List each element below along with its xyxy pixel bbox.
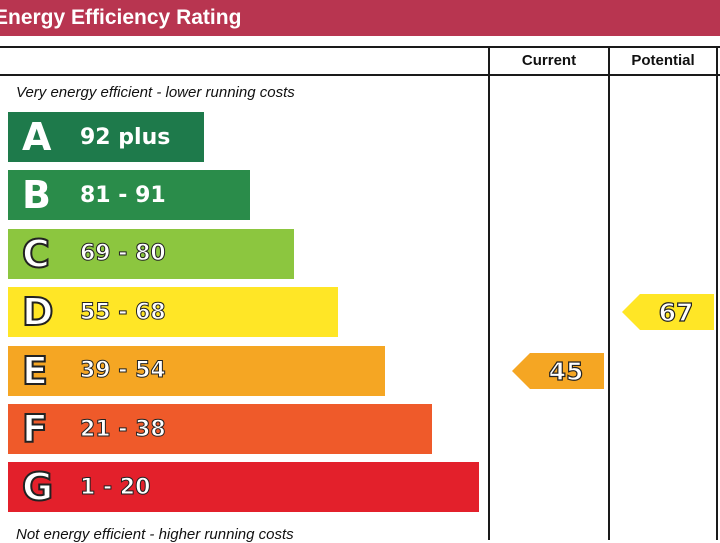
rating-band-f: F 21 - 38: [8, 404, 432, 454]
rating-band-e: E 39 - 54: [8, 345, 385, 396]
band-letter: B: [22, 173, 51, 218]
rating-band-c: C 69 - 80: [8, 228, 294, 279]
caption-efficient: Very energy efficient - lower running co…: [16, 84, 295, 101]
column-header-current: Current: [521, 52, 577, 69]
current-column-left-border: [488, 46, 490, 540]
band-letter: F: [21, 407, 49, 451]
table-top-border: [0, 46, 720, 48]
band-letter: G: [21, 465, 54, 510]
band-range: 1 - 20: [79, 474, 151, 500]
band-range: 55 - 68: [80, 299, 167, 325]
band-range: 69 - 80: [80, 241, 167, 267]
table-right-border: [716, 46, 718, 540]
potential-rating-arrow: 67: [622, 294, 714, 331]
rating-band-a: A 92 plus: [8, 112, 204, 162]
potential-rating-arrow-value: 67: [659, 298, 694, 327]
band-letter: D: [21, 290, 55, 335]
potential-column-left-border: [608, 46, 610, 540]
rating-band-b: B 81 - 91: [8, 170, 250, 221]
current-rating-arrow-value: 45: [549, 357, 584, 386]
band-range: 92 plus: [80, 124, 171, 150]
band-range: 39 - 54: [80, 358, 167, 384]
rating-band-d: D 55 - 68: [8, 287, 338, 338]
band-letter: E: [21, 348, 49, 393]
band-range: 81 - 91: [80, 182, 166, 208]
band-range: 21 - 38: [80, 416, 167, 442]
caption-inefficient: Not energy efficient - higher running co…: [16, 526, 294, 543]
header-row-divider: [0, 74, 720, 76]
current-rating-arrow: 45: [512, 352, 604, 389]
rating-band-g: G 1 - 20: [8, 462, 479, 513]
column-header-potential: Potential: [631, 52, 695, 69]
band-letter: A: [22, 115, 52, 159]
page-title: Energy Efficiency Rating: [0, 0, 720, 36]
band-letter: C: [21, 231, 51, 276]
